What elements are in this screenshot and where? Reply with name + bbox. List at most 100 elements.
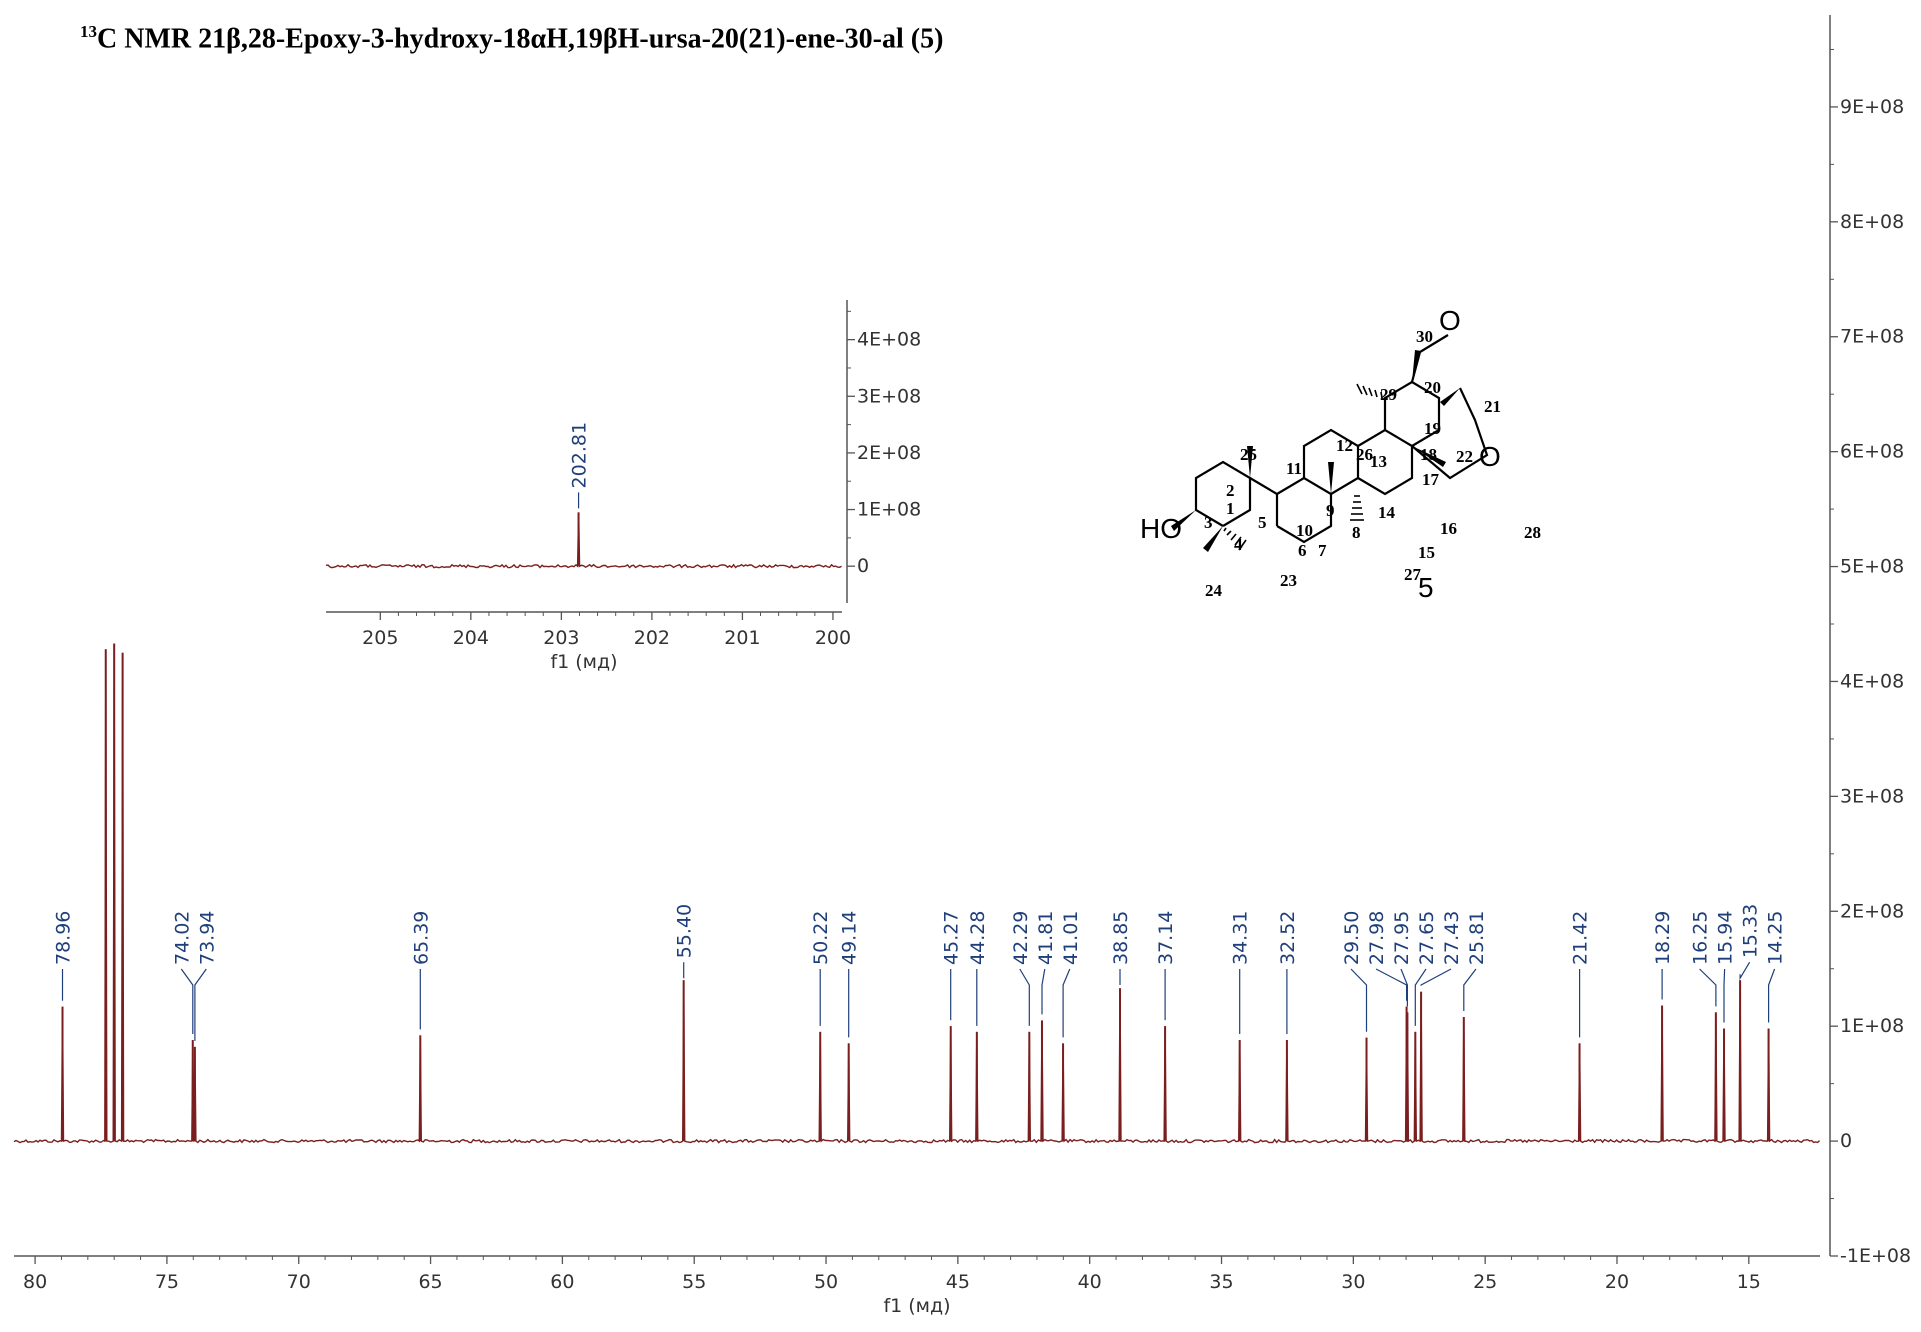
peak-label: 45.27 [941, 911, 963, 965]
peak-leader-line [180, 968, 194, 1034]
peak-label: 202.81 [569, 422, 591, 488]
peak-label: 74.02 [171, 911, 193, 965]
peak-label: 27.65 [1416, 911, 1438, 965]
x-tick-label: 203 [543, 627, 579, 649]
y-tick-label: 0 [857, 555, 869, 577]
y-tick-label: 4E+08 [857, 329, 921, 351]
peak-label: 15.33 [1740, 904, 1762, 958]
chart-title: 13C NMR 21β,28-Epoxy-3-hydroxy-18αH,19βH… [80, 22, 944, 55]
hydroxyl-label: HO [1140, 513, 1182, 544]
y-tick-label: 2E+08 [857, 442, 921, 464]
y-tick-label: 1E+08 [1840, 1015, 1904, 1037]
carbon-label: 26 [1356, 445, 1373, 464]
y-tick-label: 8E+08 [1840, 211, 1904, 233]
peak-label: 14.25 [1765, 911, 1787, 965]
x-tick-label: 15 [1737, 1271, 1761, 1293]
compound-number: 5 [1418, 572, 1434, 603]
peak-label: 15.94 [1715, 911, 1737, 965]
carbon-label: 2 [1226, 481, 1235, 500]
carbon-label: 22 [1456, 447, 1473, 466]
peak-label: 78.96 [53, 911, 75, 965]
carbon-label: 28 [1524, 523, 1541, 542]
y-tick-label: 3E+08 [1840, 785, 1904, 807]
carbon-label: 20 [1424, 378, 1441, 397]
carbon-label: 15 [1418, 543, 1435, 562]
spectrum-trace [325, 512, 842, 569]
peak-label: 44.28 [967, 911, 989, 965]
carbon-label: 14 [1378, 503, 1396, 522]
x-tick-label: 200 [815, 627, 851, 649]
x-tick-label: 205 [362, 627, 398, 649]
peak-leader-line [1420, 968, 1452, 986]
carbon-label: 17 [1422, 470, 1440, 489]
peak-label: 41.01 [1060, 911, 1082, 965]
carbon-label: 7 [1318, 541, 1327, 560]
x-axis-title: f1 (мд) [550, 651, 617, 673]
x-tick-label: 75 [155, 1271, 179, 1293]
carbon-label: 10 [1296, 521, 1313, 540]
peak-leader-line [1768, 968, 1776, 1023]
peak-label: 18.29 [1652, 911, 1674, 965]
y-tick-label: 2E+08 [1840, 900, 1904, 922]
peak-leader-line [1739, 961, 1751, 981]
y-tick-label: 1E+08 [857, 499, 921, 521]
x-tick-label: 25 [1473, 1271, 1497, 1293]
carbon-label: 24 [1205, 581, 1223, 600]
peak-label: 21.42 [1570, 911, 1592, 965]
y-tick-label: 5E+08 [1840, 556, 1904, 578]
peak-leader-line [1699, 968, 1717, 1007]
peak-leader-line [1350, 968, 1368, 1032]
peak-leader-line [1723, 968, 1726, 1023]
peak-label: 27.95 [1391, 911, 1413, 965]
carbon-label: 5 [1258, 513, 1267, 532]
carbon-label: 29 [1380, 385, 1397, 404]
aldehyde-oxygen-label: O [1439, 305, 1461, 336]
x-tick-label: 80 [23, 1271, 47, 1293]
peak-leader-line [1414, 968, 1427, 1026]
x-tick-label: 30 [1341, 1271, 1365, 1293]
peak-label: 42.29 [1010, 911, 1032, 965]
x-tick-label: 40 [1078, 1271, 1102, 1293]
x-tick-label: 204 [453, 627, 489, 649]
peak-leader-line [1062, 968, 1071, 1038]
peak-label: 38.85 [1110, 911, 1132, 965]
x-tick-label: 50 [814, 1271, 838, 1293]
x-tick-label: 202 [634, 627, 670, 649]
carbon-label: 18 [1420, 445, 1437, 464]
spectrum-trace [13, 643, 1821, 1144]
carbon-label: 3 [1204, 513, 1213, 532]
peak-label: 32.52 [1277, 911, 1299, 965]
x-tick-label: 201 [724, 627, 760, 649]
carbon-label: 16 [1440, 519, 1457, 538]
carbon-label: 19 [1424, 419, 1441, 438]
peak-label: 37.14 [1155, 911, 1177, 965]
y-tick-label: 4E+08 [1840, 670, 1904, 692]
ether-oxygen-label: O [1479, 441, 1501, 472]
carbon-label: 23 [1280, 571, 1297, 590]
y-tick-label: 6E+08 [1840, 441, 1904, 463]
carbon-label: 4 [1234, 535, 1243, 554]
x-tick-label: 55 [682, 1271, 706, 1293]
peak-leader-line [1041, 968, 1046, 1015]
x-tick-label: 60 [550, 1271, 574, 1293]
y-tick-label: 7E+08 [1840, 326, 1904, 348]
x-tick-label: 45 [946, 1271, 970, 1293]
x-tick-label: 20 [1605, 1271, 1629, 1293]
chemical-structure: O O HO 5 1 2 3 4 5 6 7 8 9 10 11 12 13 1… [1140, 305, 1541, 603]
carbon-label: 1 [1226, 499, 1235, 518]
y-tick-label: 9E+08 [1840, 96, 1904, 118]
peak-leader-line [1019, 968, 1030, 1026]
carbon-label: 6 [1298, 541, 1307, 560]
carbon-label: 27 [1404, 565, 1422, 584]
peak-label: 73.94 [196, 911, 218, 965]
peak-label: 55.40 [674, 904, 696, 958]
peak-label: 27.43 [1441, 911, 1463, 965]
carbon-label: 13 [1370, 452, 1387, 471]
x-tick-label: 70 [287, 1271, 311, 1293]
peak-label: 49.14 [839, 911, 861, 965]
carbon-label: 8 [1352, 523, 1361, 542]
peak-label: 65.39 [410, 911, 432, 965]
carbon-label: 21 [1484, 397, 1501, 416]
y-tick-label: 3E+08 [857, 385, 921, 407]
